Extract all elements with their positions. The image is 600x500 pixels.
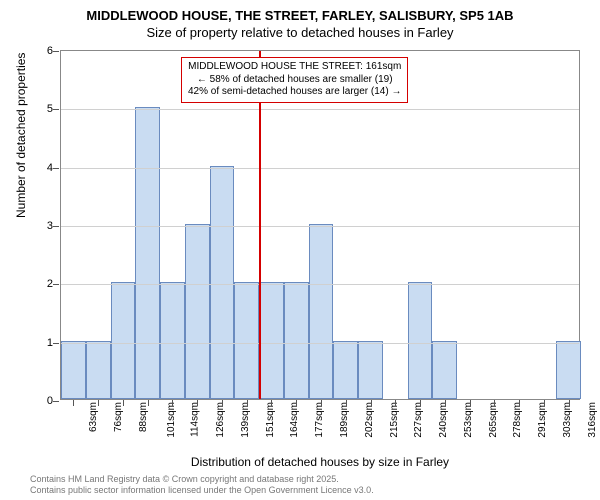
x-tick-label: 316sqm [586,402,597,438]
x-tick [271,400,272,406]
x-tick [519,400,520,406]
y-tick-label: 1 [35,337,53,349]
histogram-bar [408,282,433,399]
y-tick [53,109,59,110]
x-tick-label: 265sqm [487,402,498,438]
x-tick-label: 76sqm [113,402,124,432]
x-tick [172,400,173,406]
y-axis-title: Number of detached properties [14,53,28,218]
y-tick [53,343,59,344]
x-tick [420,400,421,406]
grid-line [61,343,579,344]
chart-title-main: MIDDLEWOOD HOUSE, THE STREET, FARLEY, SA… [0,8,600,25]
x-tick-label: 151sqm [264,402,275,438]
histogram-bar [61,341,86,399]
x-tick-label: 139sqm [240,402,251,438]
y-tick [53,51,59,52]
grid-line [61,109,579,110]
x-tick [470,400,471,406]
y-tick-label: 4 [35,162,53,174]
chart-plot-area: 0123456 63sqm76sqm88sqm101sqm114sqm126sq… [60,50,580,400]
callout-line3: 42% of semi-detached houses are larger (… [188,86,401,99]
x-tick [148,400,149,406]
x-tick-label: 177sqm [314,402,325,438]
y-tick-label: 2 [35,278,53,290]
marker-line [259,51,261,399]
footer-attribution: Contains HM Land Registry data © Crown c… [30,474,374,496]
x-tick [395,400,396,406]
x-tick [544,400,545,406]
y-tick [53,284,59,285]
x-tick-label: 240sqm [438,402,449,438]
x-tick-label: 101sqm [165,402,176,438]
x-tick-label: 63sqm [88,402,99,432]
grid-line [61,284,579,285]
x-tick-label: 227sqm [413,402,424,438]
x-tick [296,400,297,406]
callout-line2: ← 58% of detached houses are smaller (19… [188,74,401,87]
histogram-bar [86,341,111,399]
callout-line1: MIDDLEWOOD HOUSE THE STREET: 161sqm [188,61,401,74]
histogram-bar [284,282,309,399]
x-tick-label: 303sqm [562,402,573,438]
x-tick [445,400,446,406]
x-tick-label: 202sqm [364,402,375,438]
x-tick [98,400,99,406]
histogram-bar [333,341,358,399]
x-tick [123,400,124,406]
x-tick-label: 114sqm [190,402,201,437]
histogram-bar [358,341,383,399]
x-tick-label: 164sqm [289,402,300,438]
histogram-bar [111,282,136,399]
x-tick [247,400,248,406]
footer-line2: Contains public sector information licen… [30,485,374,496]
x-tick-label: 278sqm [512,402,523,438]
x-tick-label: 126sqm [215,402,226,438]
histogram-bar [234,282,259,399]
histogram-bar [432,341,457,399]
x-tick [494,400,495,406]
x-axis-title: Distribution of detached houses by size … [60,455,580,469]
histogram-bar [556,341,581,399]
y-tick-label: 5 [35,103,53,115]
y-tick-label: 0 [35,395,53,407]
x-tick [569,400,570,406]
x-tick-label: 215sqm [388,402,399,438]
grid-line [61,226,579,227]
x-tick-label: 291sqm [537,402,548,438]
footer-line1: Contains HM Land Registry data © Crown c… [30,474,374,485]
y-tick [53,168,59,169]
chart-title-sub: Size of property relative to detached ho… [0,25,600,42]
x-tick [222,400,223,406]
x-tick [371,400,372,406]
y-tick-label: 3 [35,220,53,232]
x-tick-label: 189sqm [339,402,350,438]
x-tick-label: 88sqm [138,402,149,432]
x-tick [73,400,74,406]
marker-callout: MIDDLEWOOD HOUSE THE STREET: 161sqm ← 58… [181,57,408,103]
histogram-bar [135,107,160,399]
histogram-bar [185,224,210,399]
y-tick-label: 6 [35,45,53,57]
x-tick-label: 253sqm [463,402,474,438]
y-tick [53,401,59,402]
y-tick [53,226,59,227]
x-tick [321,400,322,406]
histogram-bar [210,166,235,399]
histogram-bar [259,282,284,399]
x-tick [346,400,347,406]
histogram-bar [160,282,185,399]
x-tick [197,400,198,406]
histogram-bar [309,224,334,399]
grid-line [61,168,579,169]
